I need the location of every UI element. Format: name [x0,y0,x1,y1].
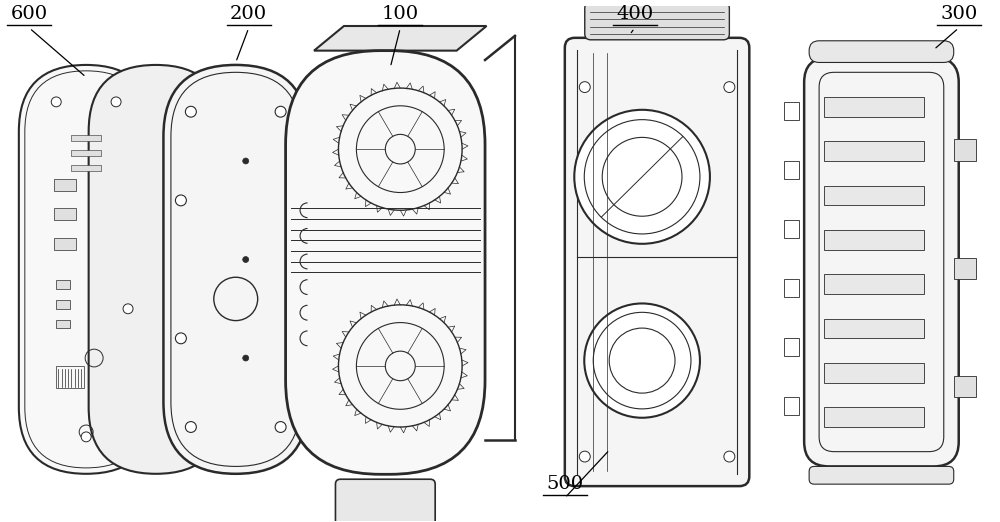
Circle shape [81,432,91,442]
FancyBboxPatch shape [804,57,959,467]
Bar [824,97,924,116]
Bar [954,139,976,161]
Bar [54,179,76,191]
Text: 600: 600 [11,5,48,23]
Bar [784,279,799,297]
Bar [56,280,70,289]
Bar [71,150,101,156]
Bar [56,366,84,388]
Circle shape [175,195,186,206]
Bar [784,338,799,356]
Bar [824,407,924,427]
FancyBboxPatch shape [585,3,729,40]
Bar [71,165,101,171]
Bar [54,208,76,220]
FancyBboxPatch shape [809,467,954,484]
FancyBboxPatch shape [19,65,153,474]
Bar [824,230,924,250]
Circle shape [243,158,249,164]
Circle shape [51,97,61,107]
FancyBboxPatch shape [163,65,308,474]
Text: 100: 100 [382,5,419,23]
Circle shape [724,451,735,462]
Bar [56,300,70,309]
Circle shape [111,97,121,107]
Bar [954,257,976,279]
Circle shape [275,106,286,117]
Circle shape [185,422,196,432]
Circle shape [175,333,186,344]
Bar [824,186,924,205]
Bar [784,102,799,120]
FancyBboxPatch shape [89,65,223,474]
Bar [56,319,70,328]
FancyBboxPatch shape [286,51,485,474]
Circle shape [579,451,590,462]
Bar [71,135,101,141]
Circle shape [123,304,133,314]
Circle shape [579,81,590,92]
Text: 200: 200 [230,5,267,23]
Text: 500: 500 [546,475,583,493]
Circle shape [574,110,710,244]
Bar [784,220,799,238]
Circle shape [275,422,286,432]
FancyBboxPatch shape [335,479,435,522]
Bar [824,318,924,338]
Bar [784,397,799,415]
Circle shape [724,81,735,92]
Circle shape [584,303,700,418]
Bar [54,238,76,250]
FancyBboxPatch shape [565,38,749,486]
Text: 400: 400 [616,5,653,23]
Bar [824,141,924,161]
Circle shape [243,256,249,263]
Circle shape [243,355,249,361]
Bar [954,376,976,397]
Circle shape [185,106,196,117]
Polygon shape [314,26,487,51]
Text: 300: 300 [940,5,977,23]
Bar [784,161,799,179]
Bar [824,363,924,383]
FancyBboxPatch shape [809,41,954,63]
Bar [824,274,924,294]
